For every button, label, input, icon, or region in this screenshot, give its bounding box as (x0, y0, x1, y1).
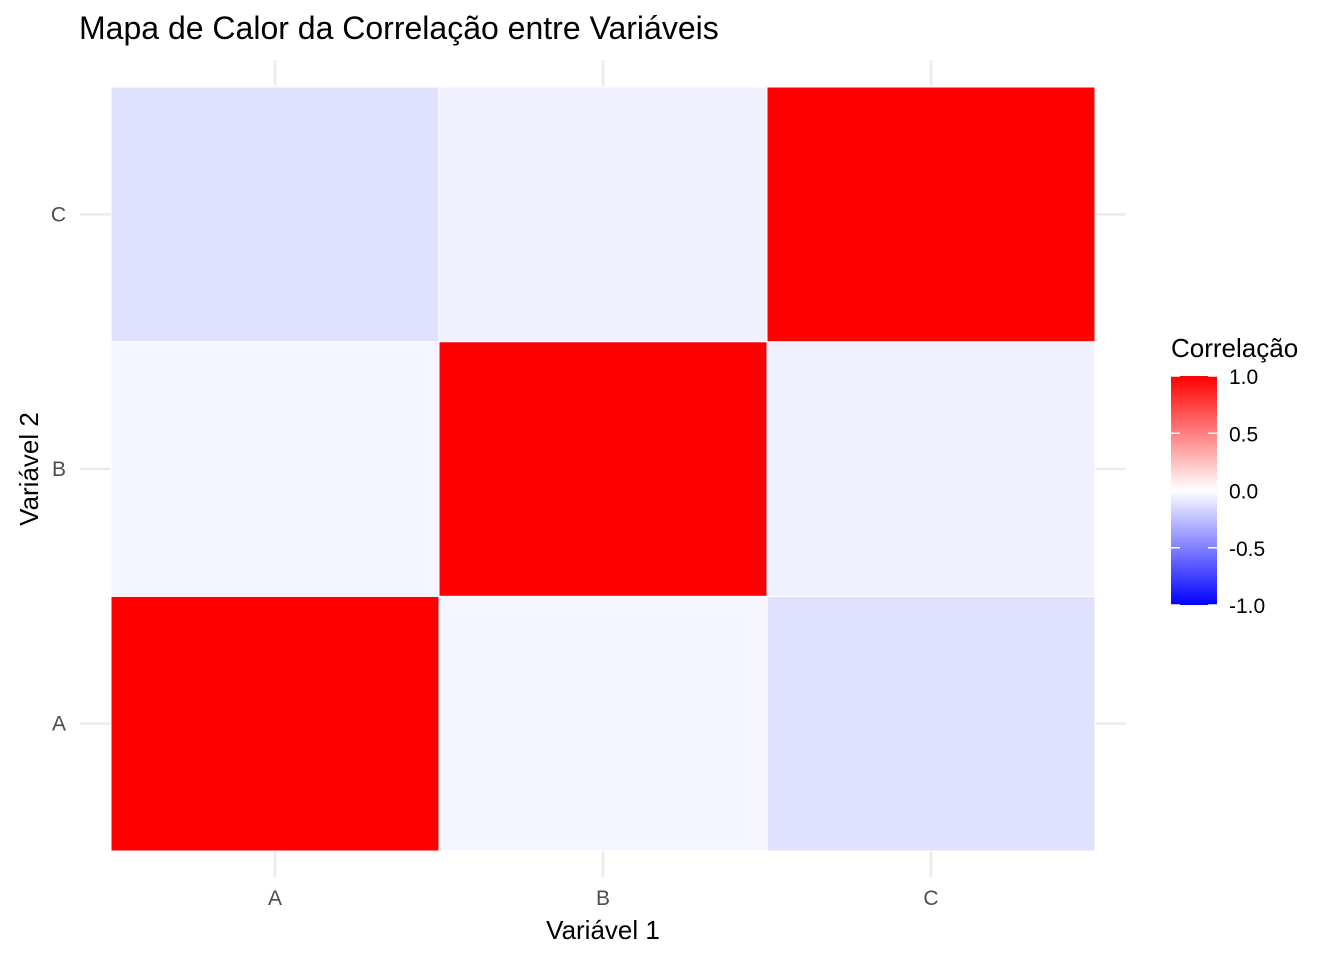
heatmap-cell-c-a (766, 595, 1096, 852)
heatmap-cell-c-c (766, 86, 1096, 343)
heatmap-cell-a-c (110, 86, 440, 343)
heatmap-cell-a-a (110, 595, 440, 852)
legend-ticks: 1.0 0.5 0.0 -0.5 -1.0 (1171, 366, 1265, 618)
heatmap-cell-c-b (766, 341, 1096, 597)
legend: Correlação 1.0 0.5 0.0 -0.5 -1.0 (1171, 333, 1298, 618)
x-axis-title: Variável 1 (546, 915, 660, 945)
heatmap-cell-b-b (438, 341, 768, 597)
x-tick-label-c: C (923, 887, 938, 910)
y-tick-label-b: B (52, 458, 66, 481)
legend-tick-label: 0.5 (1229, 423, 1258, 446)
heatmap-cell-b-c (438, 86, 768, 343)
heatmap-cell-b-a (438, 595, 768, 852)
chart-title: Mapa de Calor da Correlação entre Variáv… (79, 10, 719, 46)
x-tick-label-a: A (268, 887, 282, 910)
y-axis-title: Variável 2 (14, 412, 44, 526)
legend-tick-label: 0.0 (1229, 481, 1258, 504)
heatmap-cells (110, 86, 1096, 852)
legend-tick-label: 1.0 (1229, 366, 1258, 389)
axis-ticks: A B C A B C (51, 203, 939, 910)
x-tick-label-b: B (596, 887, 610, 910)
legend-title: Correlação (1171, 333, 1298, 363)
legend-tick-label: -0.5 (1229, 538, 1265, 561)
legend-tick-label: -1.0 (1229, 595, 1265, 618)
y-tick-label-a: A (52, 713, 66, 736)
heatmap-cell-a-b (110, 341, 440, 597)
y-tick-label-c: C (51, 203, 66, 226)
